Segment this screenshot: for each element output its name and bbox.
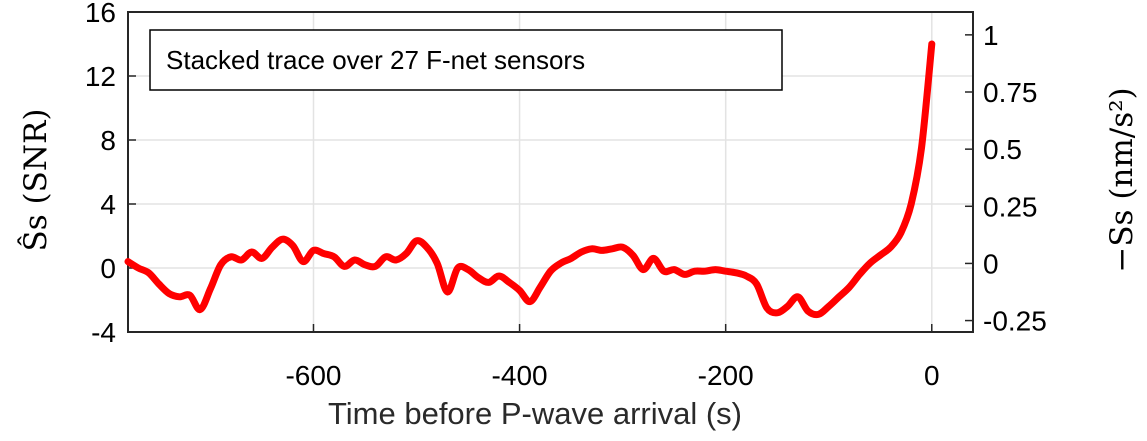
x-axis-label: Time before P-wave arrival (s) xyxy=(328,396,742,431)
right-y-tick-label-2: 0.25 xyxy=(983,191,1038,222)
right-y-tick-label-1: 0 xyxy=(983,248,999,279)
left-y-axis-ticks: -4 0 4 8 12 16 xyxy=(85,0,136,348)
left-y-tick-label-2: 4 xyxy=(100,189,116,220)
x-tick-label-0: -600 xyxy=(285,360,341,391)
plot-frame xyxy=(127,11,974,333)
series-line xyxy=(124,40,936,319)
right-y-axis-ticks: -0.25 0 0.25 0.5 0.75 1 xyxy=(965,20,1047,337)
x-tick-label-2: -200 xyxy=(698,360,754,391)
annotation-box xyxy=(149,29,783,91)
right-y-tick-label-5: 1 xyxy=(983,20,999,51)
left-y-tick-label-5: 16 xyxy=(85,0,116,28)
x-tick-label-3: 0 xyxy=(924,360,940,391)
right-y-tick-label-0: -0.25 xyxy=(983,306,1047,337)
right-y-tick-label-3: 0.5 xyxy=(983,134,1022,165)
x-tick-label-1: -400 xyxy=(492,360,548,391)
left-y-tick-label-1: 0 xyxy=(100,253,116,284)
left-y-tick-label-3: 8 xyxy=(100,125,116,156)
right-y-tick-label-4: 0.75 xyxy=(983,77,1038,108)
x-axis-ticks: -600 -400 -200 0 xyxy=(285,324,940,391)
left-y-tick-label-4: 12 xyxy=(85,61,116,92)
annotation-text: Stacked trace over 27 F-net sensors xyxy=(166,45,585,75)
left-y-axis-label: Ŝs (SNR) xyxy=(16,109,54,252)
left-y-tick-label-0: -4 xyxy=(91,317,116,348)
right-y-axis-label: −Ss (nm/s²) xyxy=(1104,87,1140,272)
